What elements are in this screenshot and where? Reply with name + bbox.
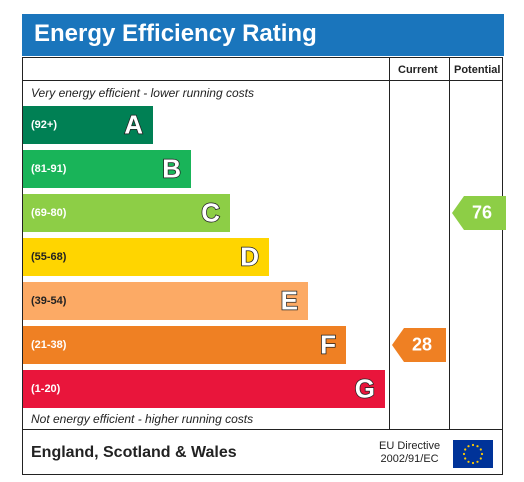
directive-line-2: 2002/91/EC bbox=[380, 453, 439, 465]
eu-flag-icon bbox=[453, 440, 493, 468]
top-caption: Very energy efficient - lower running co… bbox=[31, 86, 254, 100]
current-rating-arrow: 28 bbox=[392, 328, 446, 362]
directive-line-1: EU Directive bbox=[379, 440, 441, 452]
bottom-caption: Not energy efficient - higher running co… bbox=[31, 412, 254, 426]
band-a: (92+) A bbox=[23, 106, 153, 144]
current-column-divider bbox=[389, 58, 390, 430]
band-range-label: (1-20) bbox=[31, 383, 61, 395]
band-range-label: (69-80) bbox=[31, 207, 67, 219]
band-f: (21-38) F bbox=[23, 326, 346, 364]
chart-title: Energy Efficiency Rating bbox=[34, 20, 317, 47]
band-range-label: (81-91) bbox=[31, 163, 67, 175]
band-d: (55-68) D bbox=[23, 238, 269, 276]
band-g: (1-20) G bbox=[23, 370, 385, 408]
band-letter: F bbox=[319, 329, 336, 361]
band-c: (69-80) C bbox=[23, 194, 230, 232]
potential-column-divider bbox=[449, 58, 450, 430]
band-letter: G bbox=[354, 373, 376, 405]
band-letter: D bbox=[239, 241, 259, 273]
band-letter: E bbox=[280, 285, 299, 317]
band-letter: C bbox=[200, 197, 220, 229]
band-letter: B bbox=[161, 153, 181, 185]
band-b: (81-91) B bbox=[23, 150, 191, 188]
footer-divider bbox=[23, 429, 502, 430]
current-rating-value: 28 bbox=[412, 334, 433, 355]
eu-directive: EU Directive 2002/91/EC bbox=[379, 440, 440, 466]
band-range-label: (92+) bbox=[31, 119, 57, 131]
potential-rating-value: 76 bbox=[472, 202, 493, 223]
band-e: (39-54) E bbox=[23, 282, 308, 320]
current-column-header: Current bbox=[398, 64, 438, 76]
region-label: England, Scotland & Wales bbox=[31, 444, 237, 461]
band-range-label: (21-38) bbox=[31, 339, 67, 351]
potential-rating-arrow: 76 bbox=[452, 196, 506, 230]
band-range-label: (39-54) bbox=[31, 295, 67, 307]
rating-frame: Current Potential Very energy efficient … bbox=[22, 57, 506, 475]
band-letter: A bbox=[123, 109, 143, 141]
potential-column-header: Potential bbox=[454, 64, 501, 76]
header-divider bbox=[23, 80, 502, 81]
band-range-label: (55-68) bbox=[31, 251, 67, 263]
title-bar: Energy Efficiency Rating bbox=[22, 14, 504, 56]
